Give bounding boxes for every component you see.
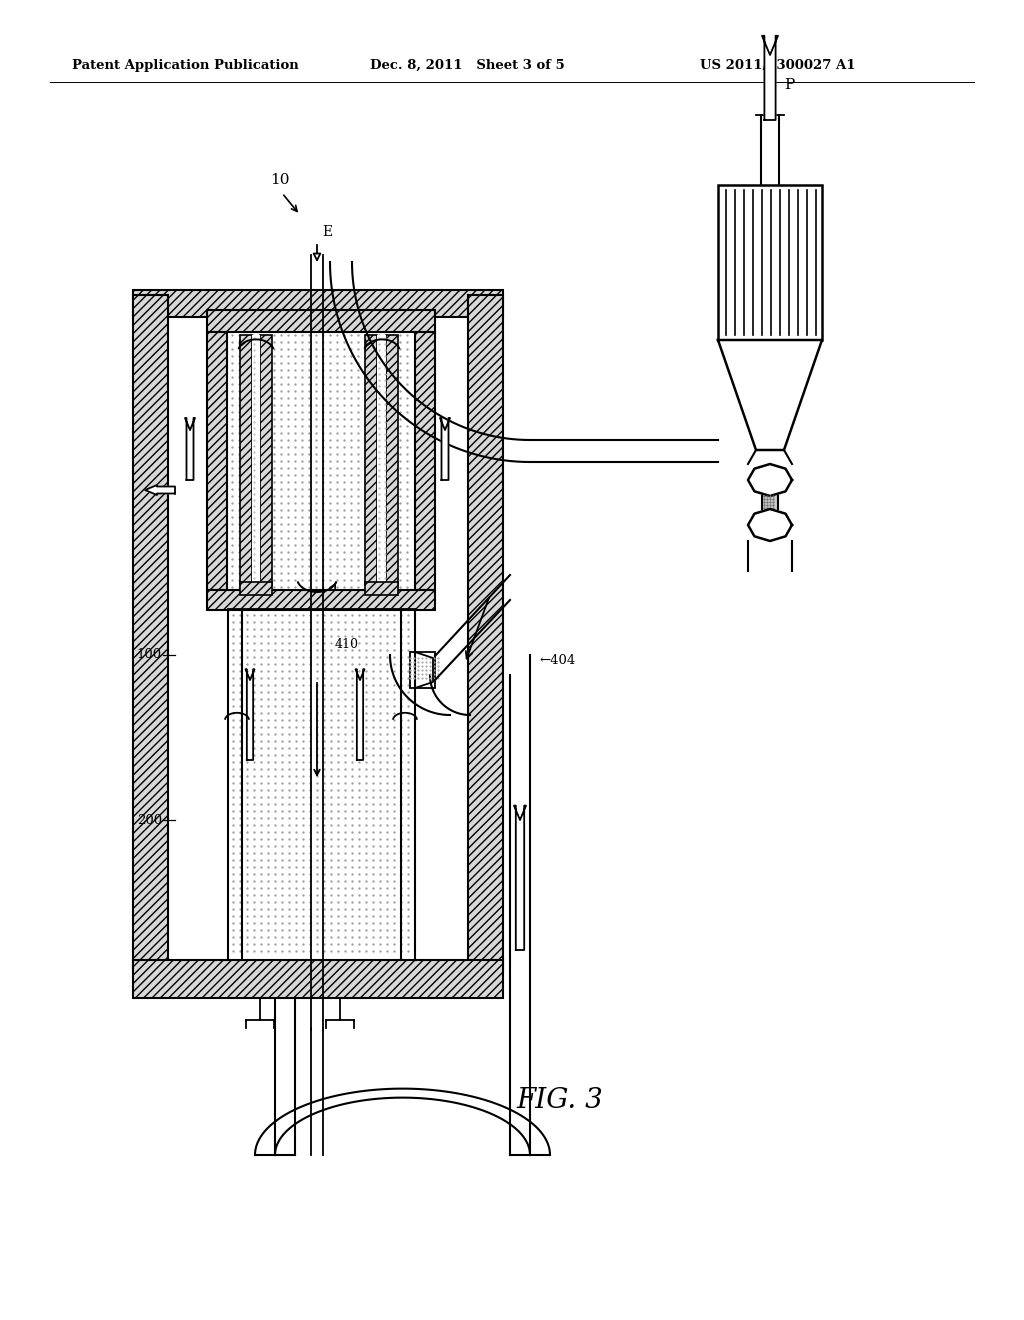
Text: FIG. 3: FIG. 3 — [517, 1086, 603, 1114]
Text: 100: 100 — [137, 648, 162, 661]
Bar — [240, 582, 272, 595]
Text: 410: 410 — [335, 639, 359, 652]
Bar — [365, 582, 398, 595]
Polygon shape — [355, 669, 365, 760]
Polygon shape — [246, 669, 255, 760]
Bar — [377, 335, 386, 582]
Text: Dec. 8, 2011   Sheet 3 of 5: Dec. 8, 2011 Sheet 3 of 5 — [370, 58, 565, 71]
Bar — [410, 652, 435, 688]
Polygon shape — [718, 341, 822, 450]
Text: US 2011/0300027 A1: US 2011/0300027 A1 — [700, 58, 855, 71]
Polygon shape — [145, 484, 175, 495]
Text: Patent Application Publication: Patent Application Publication — [72, 58, 299, 71]
Bar — [260, 335, 272, 585]
Bar — [133, 294, 168, 970]
Bar — [386, 335, 398, 585]
Bar — [228, 610, 415, 960]
Bar — [365, 335, 377, 585]
Text: 10: 10 — [270, 173, 290, 187]
Bar — [133, 960, 503, 998]
Bar — [240, 335, 252, 585]
Text: 200: 200 — [137, 813, 162, 826]
Text: E: E — [322, 224, 332, 239]
Text: ←404: ←404 — [540, 653, 577, 667]
Polygon shape — [748, 465, 792, 496]
Polygon shape — [185, 418, 195, 480]
Bar — [207, 310, 435, 333]
Bar — [415, 333, 435, 590]
Bar — [227, 333, 415, 590]
Polygon shape — [762, 36, 778, 120]
Bar — [252, 335, 260, 582]
Polygon shape — [440, 418, 450, 480]
Bar — [207, 590, 435, 610]
Bar — [762, 496, 778, 510]
Polygon shape — [514, 805, 526, 950]
Polygon shape — [748, 510, 792, 541]
Bar — [718, 185, 822, 341]
Bar — [207, 333, 227, 590]
Text: P: P — [784, 78, 795, 92]
Bar — [133, 290, 503, 317]
Bar — [468, 294, 503, 970]
